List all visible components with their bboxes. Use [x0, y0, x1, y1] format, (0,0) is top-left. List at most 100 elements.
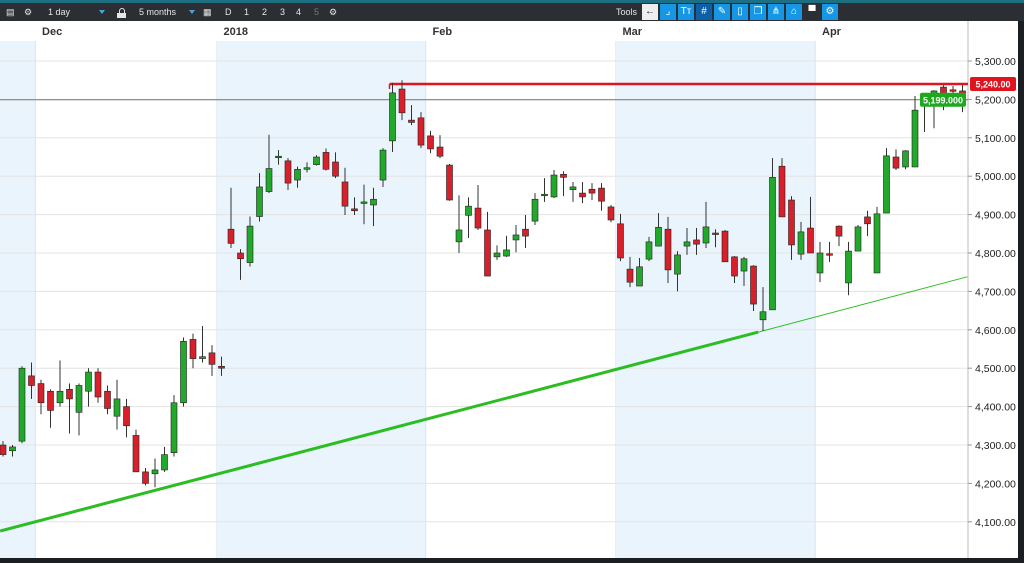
candle-down	[721, 230, 729, 263]
print-icon[interactable]: ▀	[804, 4, 820, 20]
chevron-down-icon[interactable]	[189, 10, 195, 14]
month-label: 2018	[224, 26, 248, 38]
y-tick-label: 4,100.00	[975, 517, 1016, 529]
candle-down	[788, 199, 795, 246]
candle-down	[351, 208, 358, 212]
candle-down	[617, 223, 624, 259]
candle-down	[835, 225, 843, 237]
y-tick-label: 4,800.00	[975, 248, 1016, 260]
layers-icon[interactable]: ❐	[750, 4, 766, 20]
chart-background	[0, 21, 1018, 558]
candle-up	[455, 229, 463, 243]
candle-down	[398, 88, 406, 114]
candle-up	[151, 469, 159, 475]
candle-up	[512, 234, 520, 241]
last-price-tag	[920, 92, 966, 107]
zoom-button-3[interactable]: 3	[280, 7, 286, 17]
date-header	[0, 21, 968, 41]
candle-up	[674, 254, 681, 275]
candle-up	[256, 186, 263, 217]
candle-up	[740, 258, 748, 272]
candle-down	[750, 265, 757, 305]
candle-up	[636, 266, 643, 287]
candle-down	[332, 161, 339, 177]
candle-up	[883, 155, 890, 214]
range-select[interactable]: 5 months	[139, 7, 177, 17]
candle-up	[360, 201, 368, 204]
candle-down	[322, 152, 330, 170]
settings-tools-icon[interactable]: ⚙	[822, 4, 838, 20]
candle-down	[522, 228, 529, 237]
text-icon[interactable]: Tт	[678, 4, 694, 20]
settings-icon[interactable]: ⚙	[329, 7, 338, 17]
candle-down	[227, 228, 235, 244]
y-tick-label: 4,200.00	[975, 478, 1016, 490]
candle-up	[294, 168, 301, 181]
candle-down	[218, 365, 225, 369]
resistance-price-tag	[970, 77, 1016, 92]
candle-up	[503, 249, 510, 257]
y-tick-label: 5,300.00	[975, 56, 1016, 68]
candle-up	[769, 177, 776, 311]
watchlist-icon[interactable]: ▤	[6, 7, 15, 17]
candle-down	[664, 228, 672, 271]
interval-select[interactable]: 1 day	[48, 7, 71, 17]
candle-down	[949, 89, 957, 92]
candle-up	[75, 385, 83, 413]
zoom-button-5[interactable]: 5	[314, 7, 320, 17]
candle-up	[569, 186, 577, 190]
candle-down	[579, 192, 586, 198]
candle-down	[778, 165, 786, 218]
calendar-icon[interactable]: ▦	[203, 7, 212, 17]
tag-icon[interactable]: ⌂	[786, 4, 802, 20]
y-tick-label: 4,600.00	[975, 325, 1016, 337]
grid-icon[interactable]: #	[696, 4, 712, 20]
candle-up	[816, 252, 824, 274]
candle-down	[66, 389, 73, 400]
candle-up	[797, 231, 805, 255]
candle-up	[702, 226, 710, 244]
candle-down	[37, 383, 45, 404]
candle-up	[902, 150, 909, 168]
candle-up	[873, 213, 881, 274]
candle-up	[180, 341, 187, 404]
zoom-button-4[interactable]: 4	[296, 7, 302, 17]
candle-up	[161, 454, 168, 471]
support-trendline	[0, 330, 759, 533]
candle-down	[341, 181, 349, 207]
fork-icon[interactable]: ⋔	[768, 4, 784, 20]
price-chart[interactable]: Dec 2018 Feb Mar Apr 4,100.00 4,200.00 4,300.0…	[0, 21, 1024, 563]
candle-down	[626, 268, 634, 283]
pen-icon[interactable]: ✎	[714, 4, 730, 20]
candle-up	[655, 226, 662, 247]
candle-down	[408, 119, 415, 123]
y-tick-label: 5,100.00	[975, 133, 1016, 145]
candle-up	[18, 367, 26, 442]
candle-down	[427, 135, 434, 150]
candle-down	[607, 206, 615, 221]
zoom-button-2[interactable]: 2	[262, 7, 268, 17]
candle-down	[446, 164, 453, 201]
candle-down	[123, 406, 130, 427]
month-label: Feb	[433, 26, 453, 38]
month-band	[615, 41, 816, 558]
candle-up	[531, 198, 539, 222]
y-tick-label: 4,900.00	[975, 210, 1016, 222]
gear-icon[interactable]: ⚙	[24, 7, 33, 17]
candle-down	[693, 239, 700, 245]
back-arrow-icon[interactable]: ←	[642, 4, 658, 20]
month-label: Dec	[42, 26, 62, 38]
month-label: Mar	[623, 26, 643, 38]
candle-up	[389, 92, 396, 142]
candle-down	[864, 216, 871, 225]
candle-down	[104, 390, 111, 409]
candle-down	[731, 256, 738, 277]
chevron-down-icon[interactable]	[99, 10, 105, 14]
candle-down	[132, 435, 140, 473]
candle-up	[265, 168, 273, 192]
candle-icon[interactable]: ▯	[732, 4, 748, 20]
lock-icon[interactable]	[117, 8, 127, 18]
zoom-button-1[interactable]: 1	[244, 7, 250, 17]
zoom-button-d[interactable]: D	[225, 7, 232, 17]
curve-icon[interactable]: ⌟	[660, 4, 676, 20]
